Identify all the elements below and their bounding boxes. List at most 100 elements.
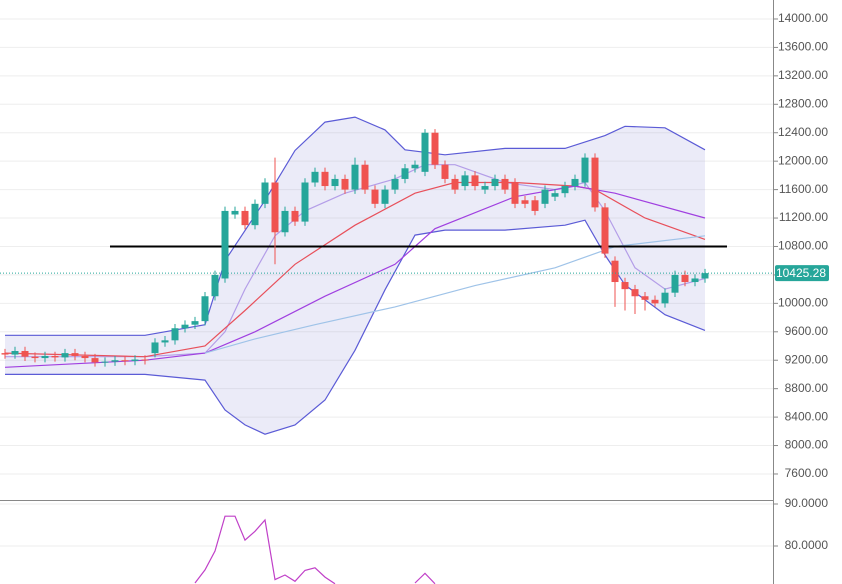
candle-body [251, 203, 259, 226]
candle-body [261, 182, 269, 204]
candle-body [351, 164, 359, 190]
candle-body [511, 182, 519, 204]
candle-body [491, 178, 499, 187]
candle-body [211, 274, 219, 297]
candle-body [41, 355, 49, 359]
candle-body [31, 356, 39, 359]
candle-body [61, 353, 69, 358]
candle-body [1, 353, 9, 355]
candle-body [11, 350, 19, 355]
candle-body [311, 171, 319, 183]
candle-body [201, 296, 209, 322]
candle-body [621, 282, 629, 290]
candle-body [141, 359, 149, 361]
candle-body [611, 260, 619, 283]
candle-body [431, 132, 439, 165]
candle-body [361, 164, 369, 190]
candle-body [191, 321, 199, 325]
candle-body [421, 132, 429, 172]
y-tick-label: 90.0000 [785, 496, 829, 510]
candle-body [551, 193, 559, 197]
candle-body [671, 274, 679, 293]
candle-body [151, 342, 159, 354]
candle-body [111, 360, 119, 362]
candle-body [81, 355, 89, 359]
candle-body [221, 210, 229, 279]
candle-body [371, 189, 379, 204]
candle-body [71, 353, 79, 356]
candle-body [91, 358, 99, 363]
candle-body [641, 296, 649, 300]
candle-body [581, 157, 589, 183]
candle-body [681, 274, 689, 283]
main-plot [0, 116, 773, 435]
candle-body [391, 178, 399, 190]
candle-body [591, 157, 599, 208]
y-tick-label: 12400.00 [778, 125, 828, 139]
y-tick-label: 12000.00 [778, 153, 828, 167]
candle-body [331, 178, 339, 187]
y-tick-label: 80.0000 [785, 538, 829, 552]
candle-body [341, 178, 349, 190]
candle-body [231, 210, 239, 215]
candle-body [501, 178, 509, 190]
candle-body [521, 200, 529, 204]
y-tick-label: 7600.00 [785, 466, 829, 480]
candle-body [131, 359, 139, 361]
candle-body [241, 210, 249, 226]
candle-body [691, 278, 699, 283]
candle-body [271, 182, 279, 233]
sub-plot [194, 515, 436, 584]
candle-body [411, 164, 419, 169]
indicator-line [194, 515, 436, 584]
candle-body [601, 207, 609, 254]
last-price-label: 10425.28 [776, 266, 826, 280]
indicator-line [4, 185, 706, 368]
candle-body [281, 210, 289, 233]
candle-body [51, 355, 59, 358]
candle-body [461, 175, 469, 187]
candle-body [321, 171, 329, 187]
candle-body [181, 324, 189, 329]
candle-body [101, 361, 109, 363]
candle-body [701, 273, 709, 279]
y-tick-label: 9200.00 [785, 352, 829, 366]
y-tick-label: 9600.00 [785, 324, 829, 338]
candle-body [401, 168, 409, 179]
y-tick-label: 8800.00 [785, 381, 829, 395]
candle-body [21, 350, 29, 357]
candle-body [451, 178, 459, 190]
candle-body [121, 360, 129, 362]
candle-body [171, 328, 179, 341]
y-tick-label: 8400.00 [785, 409, 829, 423]
candle-body [161, 340, 169, 343]
candle-body [531, 200, 539, 211]
candle-body [661, 292, 669, 304]
y-tick-label: 11200.00 [779, 210, 828, 224]
candle-body [381, 189, 389, 204]
y-tick-label: 13600.00 [778, 40, 828, 54]
indicator-line [5, 164, 706, 358]
y-tick-label: 10800.00 [778, 239, 828, 253]
candle-body [301, 182, 309, 222]
y-tick-label: 10000.00 [778, 296, 828, 310]
candle-body [441, 164, 449, 179]
grid [0, 18, 773, 547]
y-tick-label: 13200.00 [778, 68, 828, 82]
y-tick-label: 12800.00 [778, 96, 828, 110]
candle-body [481, 186, 489, 190]
candle-body [571, 178, 579, 187]
last-price-box [775, 265, 829, 282]
y-tick-label: 14000.00 [778, 11, 828, 25]
candle-body [471, 175, 479, 187]
candle-body [291, 210, 299, 222]
candle-body [651, 299, 659, 304]
y-tick-label: 8000.00 [785, 438, 829, 452]
candle-body [631, 289, 639, 297]
candle-body [541, 189, 549, 204]
candle-body [561, 186, 569, 194]
